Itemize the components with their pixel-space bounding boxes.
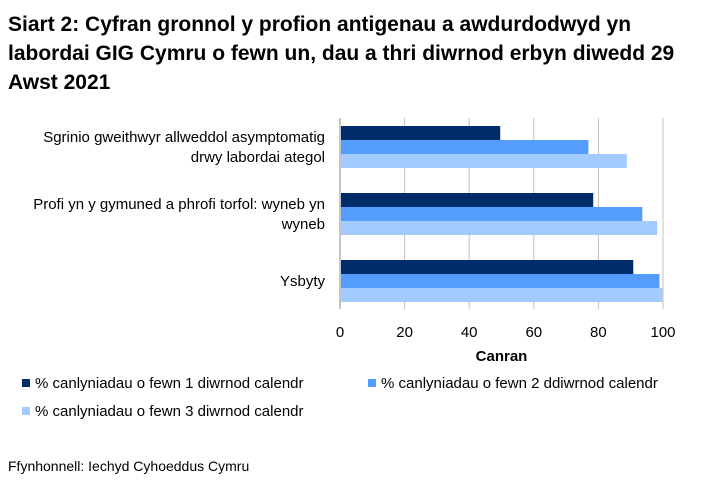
- category-label: Ysbyty: [280, 273, 326, 290]
- bar: [341, 126, 501, 140]
- category-label: wyneb: [281, 216, 325, 233]
- category-label: Sgrinio gweithwyr allweddol asymptomatig: [43, 129, 325, 146]
- x-tick-label: 80: [590, 324, 607, 341]
- x-tick-label: 20: [396, 324, 413, 341]
- chart-title: Siart 2: Cyfran gronnol y profion antige…: [8, 13, 675, 94]
- x-tick-label: 40: [461, 324, 478, 341]
- legend-swatch: [22, 407, 30, 415]
- legend-swatch: [22, 379, 30, 387]
- legend-label: % canlyniadau o fewn 1 diwrnod calendr: [35, 375, 304, 392]
- legend-label: % canlyniadau o fewn 3 diwrnod calendr: [35, 403, 304, 420]
- bar: [341, 193, 594, 207]
- bar: [341, 207, 643, 221]
- bar: [341, 274, 660, 288]
- bar: [341, 288, 663, 302]
- bar: [341, 140, 589, 154]
- legend-swatch: [368, 379, 376, 387]
- legend-label: % canlyniadau o fewn 2 ddiwrnod calendr: [381, 375, 658, 392]
- x-axis-label: Canran: [476, 348, 528, 365]
- category-label: drwy labordai ategol: [191, 149, 325, 166]
- source-note: Ffynhonnell: Iechyd Cyhoeddus Cymru: [8, 458, 250, 474]
- x-tick-label: 0: [336, 324, 344, 341]
- bar: [341, 154, 627, 168]
- x-tick-label: 60: [525, 324, 542, 341]
- bar: [341, 221, 658, 235]
- bar: [341, 260, 634, 274]
- x-tick-label: 100: [650, 324, 675, 341]
- category-label: Profi yn y gymuned a phrofi torfol: wyne…: [33, 196, 325, 213]
